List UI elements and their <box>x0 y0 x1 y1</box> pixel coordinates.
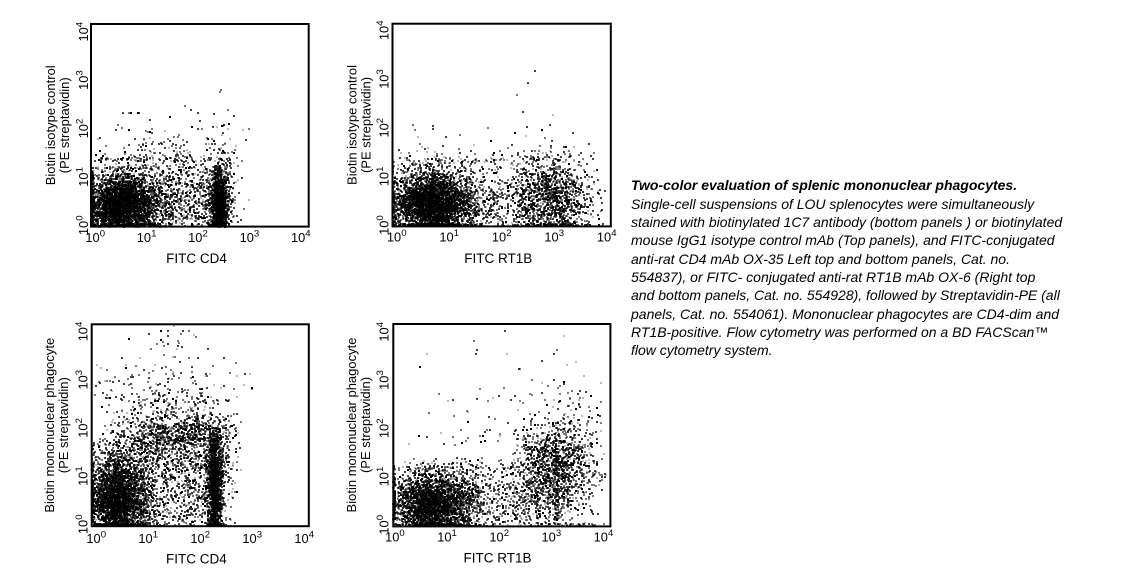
svg-text:3: 3 <box>257 529 262 540</box>
svg-text:10: 10 <box>294 531 308 546</box>
svg-text:10: 10 <box>76 76 91 90</box>
svg-text:(PE streptavidin): (PE streptavidin) <box>359 77 374 173</box>
svg-text:10: 10 <box>188 230 202 245</box>
svg-text:3: 3 <box>74 370 85 375</box>
svg-text:4: 4 <box>375 20 386 26</box>
svg-text:10: 10 <box>594 530 608 545</box>
svg-text:1: 1 <box>375 467 386 472</box>
svg-text:4: 4 <box>611 228 617 239</box>
svg-text:Biotin mononuclear phagocyte: Biotin mononuclear phagocyte <box>42 338 57 513</box>
svg-text:(PE streptavidin): (PE streptavidin) <box>358 377 373 473</box>
svg-text:2: 2 <box>504 528 509 539</box>
svg-text:10: 10 <box>76 221 91 235</box>
svg-text:10: 10 <box>377 123 392 137</box>
svg-text:10: 10 <box>439 230 453 245</box>
svg-text:10: 10 <box>137 230 151 245</box>
svg-text:4: 4 <box>305 228 311 239</box>
svg-text:(PE streptavidin): (PE streptavidin) <box>57 77 72 173</box>
svg-text:0: 0 <box>100 228 105 239</box>
svg-text:0: 0 <box>375 215 386 220</box>
svg-text:4: 4 <box>74 321 85 327</box>
svg-text:2: 2 <box>74 119 85 124</box>
svg-text:0: 0 <box>399 528 404 539</box>
svg-text:10: 10 <box>190 531 204 546</box>
svg-text:FITC CD4: FITC CD4 <box>166 251 227 266</box>
svg-text:2: 2 <box>203 228 208 239</box>
svg-text:10: 10 <box>377 376 392 390</box>
svg-text:1: 1 <box>375 167 386 172</box>
svg-text:4: 4 <box>375 321 386 327</box>
svg-text:10: 10 <box>387 230 401 245</box>
svg-text:0: 0 <box>375 515 386 520</box>
svg-text:FITC CD4: FITC CD4 <box>166 552 227 567</box>
svg-text:0: 0 <box>74 514 85 519</box>
svg-text:FITC RT1B: FITC RT1B <box>463 551 531 566</box>
svg-text:10: 10 <box>76 472 91 486</box>
svg-text:2: 2 <box>375 418 386 423</box>
svg-text:2: 2 <box>506 228 511 239</box>
svg-text:10: 10 <box>597 230 611 245</box>
svg-text:10: 10 <box>86 531 100 546</box>
svg-text:10: 10 <box>385 530 399 545</box>
svg-text:2: 2 <box>205 529 210 540</box>
svg-text:1: 1 <box>153 529 158 540</box>
svg-text:10: 10 <box>377 26 392 40</box>
svg-text:FITC RT1B: FITC RT1B <box>464 251 532 266</box>
svg-text:10: 10 <box>242 531 256 546</box>
svg-text:Biotin mononuclear phagocyte: Biotin mononuclear phagocyte <box>344 338 359 513</box>
svg-text:10: 10 <box>377 172 392 186</box>
svg-text:10: 10 <box>76 27 91 41</box>
svg-text:2: 2 <box>375 118 386 123</box>
svg-text:1: 1 <box>454 228 459 239</box>
svg-text:3: 3 <box>375 69 386 74</box>
svg-text:4: 4 <box>608 528 614 539</box>
svg-text:10: 10 <box>377 221 392 235</box>
svg-text:0: 0 <box>74 215 85 220</box>
svg-text:3: 3 <box>375 370 386 375</box>
svg-text:3: 3 <box>254 228 259 239</box>
svg-text:10: 10 <box>138 531 152 546</box>
svg-text:1: 1 <box>74 167 85 172</box>
svg-text:10: 10 <box>85 230 99 245</box>
svg-text:10: 10 <box>76 423 91 437</box>
svg-text:10: 10 <box>377 75 392 89</box>
svg-text:3: 3 <box>556 528 561 539</box>
svg-text:10: 10 <box>76 327 91 341</box>
svg-text:10: 10 <box>542 530 556 545</box>
svg-text:10: 10 <box>377 472 392 486</box>
svg-text:1: 1 <box>452 528 457 539</box>
svg-text:Biotin isotype control: Biotin isotype control <box>43 65 58 185</box>
svg-text:10: 10 <box>76 172 91 186</box>
svg-text:10: 10 <box>492 230 506 245</box>
svg-text:4: 4 <box>309 529 315 540</box>
svg-text:(PE streptavidin): (PE streptavidin) <box>56 377 71 473</box>
svg-text:4: 4 <box>74 21 85 27</box>
svg-text:Biotin isotype control: Biotin isotype control <box>345 65 360 185</box>
svg-text:10: 10 <box>291 230 305 245</box>
svg-text:10: 10 <box>76 375 91 389</box>
svg-text:10: 10 <box>377 424 392 438</box>
svg-text:10: 10 <box>544 230 558 245</box>
svg-text:10: 10 <box>489 530 503 545</box>
svg-text:10: 10 <box>240 230 254 245</box>
svg-text:1: 1 <box>151 228 156 239</box>
svg-text:10: 10 <box>377 520 392 534</box>
svg-text:10: 10 <box>377 327 392 341</box>
svg-text:3: 3 <box>74 70 85 75</box>
svg-text:10: 10 <box>437 530 451 545</box>
svg-text:10: 10 <box>76 124 91 138</box>
svg-text:10: 10 <box>76 520 91 534</box>
svg-text:0: 0 <box>401 228 406 239</box>
svg-text:0: 0 <box>101 529 106 540</box>
svg-text:3: 3 <box>559 228 564 239</box>
svg-text:1: 1 <box>74 466 85 471</box>
svg-text:2: 2 <box>74 418 85 423</box>
